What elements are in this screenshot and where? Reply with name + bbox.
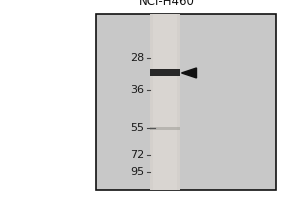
- Polygon shape: [182, 68, 196, 78]
- Bar: [96, 14, 276, 190]
- Bar: [150, 69, 180, 76]
- Text: 36: 36: [130, 85, 144, 95]
- Text: 28: 28: [130, 53, 144, 63]
- Bar: [150, 14, 180, 190]
- Bar: [153, 14, 177, 190]
- Text: 72: 72: [130, 150, 144, 160]
- Bar: [150, 127, 180, 130]
- Text: 95: 95: [130, 167, 144, 177]
- Text: NCI-H460: NCI-H460: [139, 0, 194, 8]
- Text: 55: 55: [130, 123, 144, 133]
